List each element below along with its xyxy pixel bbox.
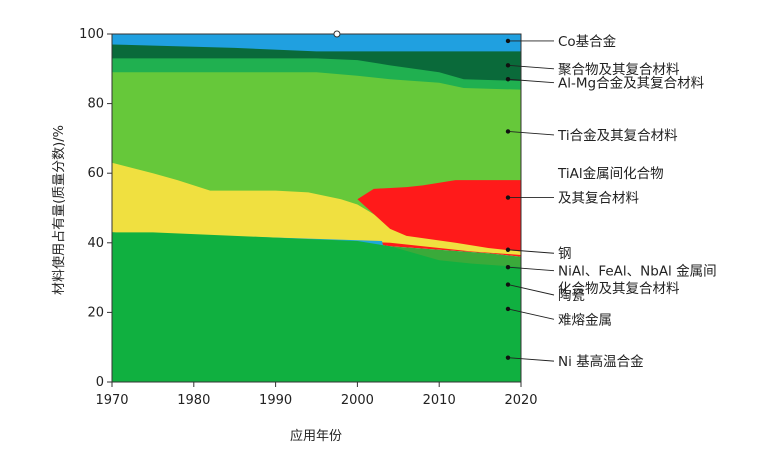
pointer-dot [505, 282, 511, 287]
plot-frame [111, 33, 522, 383]
pointer-dot [505, 355, 511, 360]
series-label-al-mg合金及其复合材料: Al-Mg合金及其复合材料 [558, 75, 705, 92]
x-tick-label: 1980 [177, 393, 210, 408]
pointer-dot [505, 63, 511, 68]
series-label-聚合物及其复合材料: 聚合物及其复合材料 [558, 61, 680, 78]
pointer-line [507, 78, 555, 84]
plot-area [112, 34, 521, 383]
y-tick-label: 80 [87, 97, 104, 112]
top-marker [333, 30, 341, 38]
y-axis-label: 材料使用占有量(质量分数)/% [51, 125, 67, 295]
series-label-及其复合材料: 及其复合材料 [558, 190, 639, 207]
pointer-line [507, 130, 555, 136]
series-label-nial-feal-nbal-金属间: NiAl、FeAl、NbAl 金属间 [558, 264, 717, 280]
x-tick-label: 1970 [95, 393, 128, 408]
pointer-dot [505, 247, 511, 252]
area-ni-基高温合金 [112, 232, 521, 382]
series-label-难熔金属: 难熔金属 [558, 312, 612, 328]
y-tick-label: 20 [87, 305, 104, 320]
y-tick-label: 0 [96, 375, 104, 390]
series-label-化合物及其复合材料: 化合物及其复合材料 [558, 280, 680, 297]
pointer-line [507, 249, 555, 254]
x-axis-label: 应用年份 [290, 428, 342, 444]
pointer-line [507, 308, 555, 320]
pointer-dot [505, 38, 511, 44]
area-tial-wedge [357, 180, 521, 252]
y-tick-label: 100 [79, 27, 104, 42]
y-tick-label: 40 [87, 236, 104, 251]
pointer-line [507, 357, 555, 362]
pointer-line [507, 266, 555, 272]
pointer-line [507, 284, 555, 296]
y-tick-label: 60 [87, 166, 104, 181]
pointer-dot [505, 264, 511, 270]
series-label-tial金属间化合物: TiAl金属间化合物 [557, 166, 664, 182]
x-tick-label: 2010 [423, 393, 456, 408]
pointer-dot [505, 129, 511, 134]
series-label-钢: 钢 [558, 246, 572, 262]
series-label-ti合金及其复合材料: Ti合金及其复合材料 [557, 127, 678, 144]
axes: 1970 1980 1990 2000 2010 2020 0 20 40 60 80 100 [79, 27, 537, 408]
pointer-dot [505, 195, 511, 200]
pointer-line [507, 64, 555, 70]
series-label-ni-基高温合金: Ni 基高温合金 [558, 353, 644, 370]
x-tick-label: 1990 [259, 393, 292, 408]
series-label-陶瓷: 陶瓷 [558, 288, 585, 304]
pointer-dot [505, 306, 511, 312]
x-tick-label: 2020 [504, 393, 537, 408]
x-tick-label: 2000 [341, 393, 374, 408]
pointer-dot [505, 77, 511, 82]
series-label-co基合金: Co基合金 [558, 33, 617, 50]
